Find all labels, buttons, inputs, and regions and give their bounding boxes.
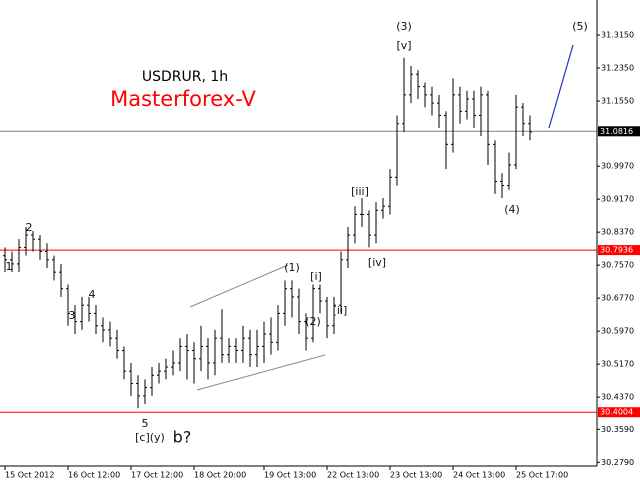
wave-label: 5 <box>142 417 149 430</box>
wedge-line <box>196 354 326 391</box>
wave-label: (2) <box>305 315 321 328</box>
wave-label: [iii] <box>351 185 369 198</box>
price-label-box <box>598 126 640 137</box>
wave-label: 4 <box>89 288 96 301</box>
wave-label: [i] <box>310 270 322 283</box>
chart-subtitle: Masterforex-V <box>110 87 256 111</box>
wave-label: (4) <box>504 203 520 216</box>
wave-label: 3 <box>69 309 76 322</box>
price-label: 30.7936 <box>600 246 633 255</box>
x-tick-label: 22 Oct 13:00 <box>327 471 379 480</box>
y-tick-label: 30.3590 <box>601 425 634 434</box>
x-tick-label: 16 Oct 12:00 <box>68 471 120 480</box>
x-tick-label: 23 Oct 13:00 <box>390 471 442 480</box>
wave-label: [v] <box>396 39 411 52</box>
wave-label: [ii] <box>333 304 348 317</box>
wave-label: 1 <box>6 260 13 273</box>
plot-area <box>0 57 597 413</box>
wave-label: (3) <box>396 20 412 33</box>
y-tick-label: 31.1550 <box>601 97 634 106</box>
wave-label: (5) <box>572 20 588 33</box>
y-tick-label: 31.3150 <box>601 31 634 40</box>
price-label-box <box>598 245 640 256</box>
y-tick-label: 31.2350 <box>601 64 634 73</box>
y-tick-label: 30.9970 <box>601 162 634 171</box>
y-tick-label: 30.8370 <box>601 228 634 237</box>
x-tick-label: 18 Oct 20:00 <box>194 471 246 480</box>
wedge-line <box>189 264 289 308</box>
wave-label: [iv] <box>368 256 386 269</box>
x-tick-label: 24 Oct 13:00 <box>453 471 505 480</box>
y-tick-label: 30.5970 <box>601 327 634 336</box>
x-tick-label: 19 Oct 13:00 <box>264 471 316 480</box>
x-tick-label: 25 Oct 17:00 <box>516 471 568 480</box>
wave-label: (1) <box>284 261 300 274</box>
x-tick-label: 17 Oct 12:00 <box>131 471 183 480</box>
y-tick-label: 30.9170 <box>601 195 634 204</box>
price-label: 31.0816 <box>600 127 633 136</box>
wave-label: b? <box>173 428 192 447</box>
price-label: 30.4004 <box>600 408 633 417</box>
price-label-box <box>598 407 640 418</box>
y-tick-label: 30.5170 <box>601 360 634 369</box>
y-tick-label: 30.7570 <box>601 261 634 270</box>
wave-label: [c](y) <box>135 431 165 444</box>
y-tick-label: 30.2790 <box>601 458 634 467</box>
x-tick-label: 15 Oct 2012 <box>5 471 54 480</box>
chart-title: USDRUR, 1h <box>142 69 228 85</box>
wave-label: 2 <box>26 221 33 234</box>
projection-line <box>548 44 574 129</box>
y-tick-label: 30.6770 <box>601 294 634 303</box>
y-tick-label: 30.4370 <box>601 393 634 402</box>
